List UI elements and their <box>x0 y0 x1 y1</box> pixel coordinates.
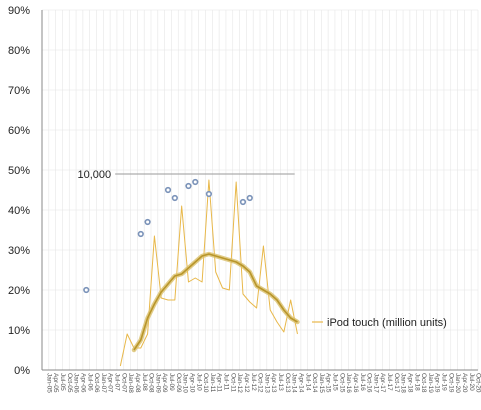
x-tick-label: Oct-18 <box>420 373 427 393</box>
y-tick-label: 70% <box>8 85 30 97</box>
x-tick-label: Jul-14 <box>304 373 311 391</box>
x-tick-label: Oct-16 <box>366 373 373 393</box>
x-tick-label: Apr-10 <box>188 373 195 393</box>
y-tick-label: 90% <box>8 5 30 17</box>
x-tick-label: Jul-11 <box>223 373 230 391</box>
x-tick-label: Jan-15 <box>318 373 325 393</box>
x-tick-label: Jan-12 <box>236 373 243 393</box>
x-tick-label: Apr-16 <box>352 373 359 393</box>
legend-label: iPod touch (million units) <box>327 317 447 329</box>
x-tick-label: Apr-07 <box>107 373 114 393</box>
x-tick-label: Jan-08 <box>127 373 134 393</box>
x-tick-label: Oct-14 <box>311 373 318 393</box>
x-tick-label: Apr-15 <box>325 373 332 393</box>
x-tick-label: Jul-17 <box>386 373 393 391</box>
x-tick-label: Jan-14 <box>291 373 298 393</box>
data-point-marker <box>205 190 213 198</box>
data-point-marker <box>144 218 151 226</box>
x-tick-label: Oct-05 <box>66 373 73 393</box>
x-tick-label: Jul-07 <box>114 373 121 391</box>
x-tick-label: Jul-10 <box>195 373 202 391</box>
x-tick-label: Oct-17 <box>393 373 400 393</box>
y-tick-label: 10% <box>8 325 30 337</box>
y-tick-label: 30% <box>8 245 30 257</box>
data-point-marker <box>239 198 247 206</box>
x-tick-label: Jan-11 <box>209 373 216 393</box>
x-tick-label: Oct-15 <box>338 373 345 393</box>
x-tick-label: Jan-18 <box>400 373 407 393</box>
x-tick-label: Apr-19 <box>434 373 441 393</box>
x-tick-label: Oct-08 <box>148 373 155 393</box>
x-tick-label: Apr-14 <box>297 373 304 393</box>
data-point-marker <box>137 230 144 238</box>
trend-line <box>133 253 298 351</box>
x-tick-label: Apr-13 <box>270 373 277 393</box>
y-tick-label: 20% <box>8 285 30 297</box>
y-tick-label: 40% <box>8 205 30 217</box>
annotation: 10,000 <box>78 169 295 181</box>
x-tick-label: Jan-09 <box>154 373 161 393</box>
x-tick-label: Jan-19 <box>427 373 434 393</box>
x-tick-label: Jul-15 <box>332 373 339 391</box>
x-tick-label: Jul-13 <box>277 373 284 391</box>
x-tick-label: Apr-18 <box>406 373 413 393</box>
x-tick-label: Jan-10 <box>182 373 189 393</box>
x-tick-label: Jul-05 <box>59 373 66 391</box>
x-tick-label: Jan-13 <box>263 373 270 393</box>
x-tick-label: Jul-19 <box>441 373 448 391</box>
annotation-label: 10,000 <box>78 169 112 181</box>
y-tick-label: 0% <box>14 365 30 377</box>
data-point-marker <box>192 178 199 186</box>
x-tick-label: Apr-08 <box>134 373 141 393</box>
data-point-marker <box>246 194 253 202</box>
x-tick-label: Jul-09 <box>168 373 175 391</box>
y-tick-label: 80% <box>8 45 30 57</box>
x-tick-label: Oct-11 <box>229 373 236 392</box>
x-tick-label: Jan-07 <box>100 373 107 393</box>
x-tick-label: Apr-17 <box>379 373 386 393</box>
x-tick-label: Oct-13 <box>284 373 291 393</box>
x-tick-label: Apr-20 <box>461 373 468 393</box>
x-tick-label: Oct-06 <box>93 373 100 393</box>
x-tick-label: Oct-10 <box>202 373 209 393</box>
x-tick-label: Oct-19 <box>447 373 454 393</box>
y-tick-label: 60% <box>8 125 30 137</box>
x-tick-label: Jan-17 <box>372 373 379 393</box>
x-tick-label: Apr-12 <box>243 373 250 393</box>
x-tick-label: Oct-07 <box>120 373 127 393</box>
x-tick-label: Apr-11 <box>216 373 223 392</box>
series-group <box>83 178 300 367</box>
x-tick-label: Jul-20 <box>468 373 475 391</box>
x-tick-label: Oct-09 <box>175 373 182 393</box>
x-tick-label: Apr-09 <box>161 373 168 393</box>
legend: iPod touch (million units) <box>312 317 447 329</box>
y-tick-label: 50% <box>8 165 30 177</box>
x-tick-label: Jul-06 <box>86 373 93 391</box>
series-line-ipod-touch <box>119 179 298 367</box>
x-tick-label: Oct-12 <box>257 373 264 393</box>
horizontal-gridlines <box>41 9 478 371</box>
x-tick-label: Jan-06 <box>73 373 80 393</box>
y-axis-tick-labels: 0% 10% 20% 30% 40% 50% 60% 70% 80% 90% <box>8 5 30 377</box>
x-axis-tick-labels: Jan-05 Apr-05 Jul-05 Oct-05 Jan-06 Apr-06 Jul-… <box>45 373 481 393</box>
x-tick-label: Apr-06 <box>79 373 86 393</box>
x-tick-label: Jan-16 <box>345 373 352 393</box>
data-point-marker <box>83 286 90 294</box>
x-tick-label: Jul-08 <box>141 373 148 391</box>
x-tick-label: Jul-18 <box>413 373 420 391</box>
x-tick-label: Oct-20 <box>475 373 481 393</box>
x-tick-label: Jan-20 <box>454 373 461 393</box>
x-tick-label: Jan-05 <box>45 373 52 393</box>
x-tick-label: Jul-16 <box>359 373 366 391</box>
data-point-marker <box>171 194 178 202</box>
data-point-marker <box>164 186 172 194</box>
data-point-marker <box>185 182 192 190</box>
x-tick-label: Apr-05 <box>52 373 59 393</box>
x-tick-label: Jul-12 <box>250 373 257 391</box>
vertical-gridlines <box>41 10 479 370</box>
